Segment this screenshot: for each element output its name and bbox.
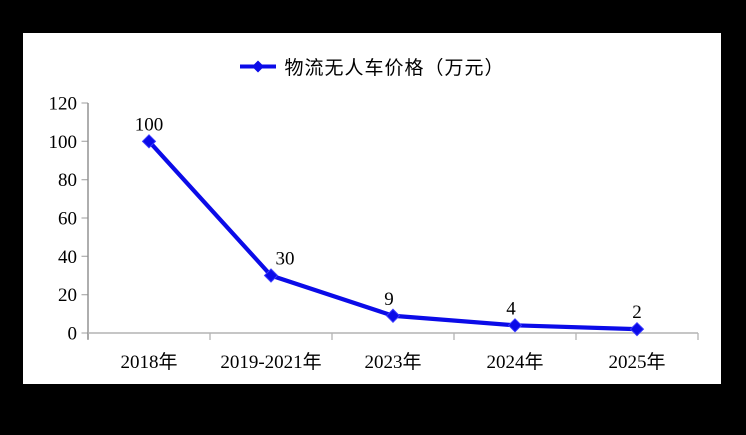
chart-card: 物流无人车价格（万元） 0 20 40 60 80 100 120 2018年 2019-202…: [23, 33, 721, 384]
x-tick-label: 2025年: [608, 351, 665, 373]
data-point-marker: [263, 268, 279, 283]
data-point-marker: [385, 308, 401, 323]
y-tick-label: 60: [58, 209, 77, 230]
x-tick-label: 2023年: [364, 351, 421, 373]
data-point-marker: [507, 318, 523, 333]
data-point-label: 30: [276, 249, 295, 270]
y-tick-label: 20: [58, 285, 77, 306]
data-point-marker: [629, 321, 645, 337]
x-tick-label: 2019-2021年: [220, 351, 321, 373]
legend-label: 物流无人车价格（万元）: [284, 58, 505, 79]
y-tick-label: 100: [49, 132, 78, 153]
data-point-marker: [141, 134, 157, 149]
legend: 物流无人车价格（万元）: [23, 53, 721, 80]
data-point-label: 4: [506, 298, 516, 319]
data-point-label: 2: [632, 302, 642, 323]
legend-diamond-icon: [252, 60, 265, 73]
x-tick-label: 2024年: [486, 351, 543, 373]
legend-line-marker-icon: [240, 60, 277, 73]
y-tick-label: 80: [58, 170, 77, 191]
y-tick-label: 120: [49, 94, 78, 115]
y-tick-label: 0: [68, 324, 78, 345]
data-point-label: 100: [135, 114, 164, 135]
line-chart-plot: 0 20 40 60 80 100 120 2018年 2019-2021年 2023年 2024年…: [49, 94, 699, 373]
y-tick-label: 40: [58, 247, 77, 268]
data-point-label: 9: [384, 289, 394, 310]
x-tick-label: 2018年: [120, 351, 177, 373]
